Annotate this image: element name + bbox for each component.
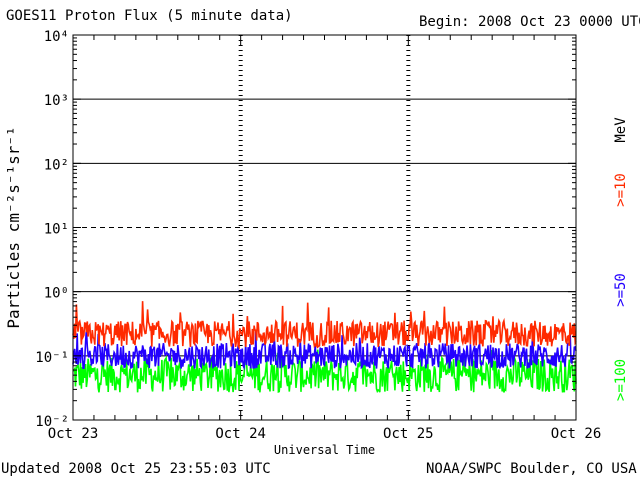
y-tick-label: 10⁻¹ [35,350,69,366]
chart-title: GOES11 Proton Flux (5 minute data) [6,8,293,24]
x-tick-label: Oct 23 [48,426,99,442]
plot-frame [72,34,577,421]
y-tick-label: 10⁰ [44,286,69,302]
legend-entry: >=100 [613,359,629,401]
y-tick-label: 10² [44,157,69,173]
series-line [72,328,577,371]
legend-entry: MeV [613,117,629,143]
source-credit: NOAA/SWPC Boulder, CO USA [426,461,637,477]
y-tick-label: 10¹ [44,222,69,238]
legend-entry: >=50 [613,273,629,307]
x-tick-label: Oct 26 [551,426,602,442]
data-series [72,301,577,394]
updated-timestamp: Updated 2008 Oct 25 23:55:03 UTC [1,461,271,477]
legend-entry: >=10 [613,173,629,207]
x-tick-label: Oct 25 [383,426,434,442]
x-axis-label: Universal Time [274,443,375,457]
x-tick-label: Oct 24 [215,426,266,442]
series-line [72,301,577,350]
axis-labels: 10⁻² 10⁻¹ 10⁰ 10¹ 10² 10³ 10⁴ Oct 23 Oct 24 Oct 2… [4,29,629,457]
y-tick-label: 10⁴ [44,29,69,45]
y-axis-label: Particles cm⁻²s⁻¹sr⁻¹ [4,126,23,328]
y-tick-label: 10⁻² [35,414,69,430]
y-tick-label: 10³ [44,93,69,109]
begin-time: Begin: 2008 Oct 23 0000 UTC [419,14,640,30]
